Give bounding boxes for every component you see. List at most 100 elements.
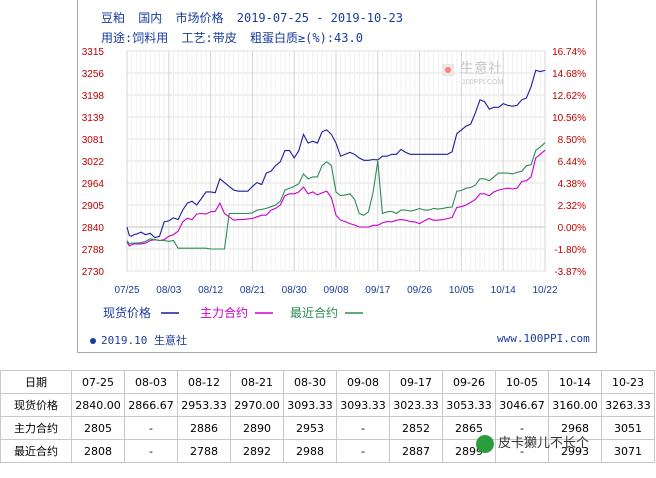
table-header-date: 09-26 bbox=[442, 370, 496, 394]
table-header-date: 09-17 bbox=[389, 370, 443, 394]
table-cell: 2852 bbox=[389, 416, 443, 440]
x-tick-label: 09/26 bbox=[407, 285, 432, 296]
y2-tick-label: -1.80% bbox=[554, 245, 586, 256]
footer-left-text: 2019.10 生意社 bbox=[101, 334, 187, 347]
y2-tick-label: 4.38% bbox=[558, 179, 586, 190]
series-line bbox=[126, 142, 546, 250]
y2-tick-label: 12.62% bbox=[552, 91, 586, 102]
table-header-date: 08-30 bbox=[283, 370, 337, 394]
y-tick-label: 3256 bbox=[82, 69, 105, 80]
y2-tick-label: 16.74% bbox=[552, 47, 586, 58]
table-cell: 3071 bbox=[601, 439, 655, 463]
y2-tick-label: 10.56% bbox=[552, 113, 586, 124]
table-cell: 2890 bbox=[230, 416, 284, 440]
table-cell: 3046.67 bbox=[495, 393, 549, 417]
legend-label: 最近合约 bbox=[290, 305, 338, 320]
table-header-row: 日期 07-25 08-03 08-12 08-21 08-30 09-08 09-17 09-… bbox=[0, 370, 655, 394]
y-tick-label: 2730 bbox=[82, 267, 105, 278]
table-cell: 2886 bbox=[177, 416, 231, 440]
kind-label: 市场价格 bbox=[175, 11, 224, 25]
table-cell: 2866.67 bbox=[124, 393, 178, 417]
table-cell: 2892 bbox=[230, 439, 284, 463]
table-cell: 2788 bbox=[177, 439, 231, 463]
table-cell: 3263.33 bbox=[601, 393, 655, 417]
table-cell: 2887 bbox=[389, 439, 443, 463]
table-cell: - bbox=[124, 439, 178, 463]
table-cell: 2988 bbox=[283, 439, 337, 463]
price-chart: 3315 16.74% 3256 14.68% 3198 12.62% 3139 10.56%… bbox=[82, 47, 586, 320]
row-label: 最近合约 bbox=[0, 439, 72, 463]
table-header-date: 10-23 bbox=[601, 370, 655, 394]
row-label: 主力合约 bbox=[0, 416, 72, 440]
table-cell: 2993 bbox=[548, 439, 602, 463]
x-tick-label: 10/22 bbox=[532, 285, 557, 296]
y2-tick-label: 14.68% bbox=[552, 69, 586, 80]
table-header-corner: 日期 bbox=[0, 370, 72, 394]
table-row: 现货价格 2840.00 2866.67 2953.33 2970.00 3093.33 3… bbox=[0, 393, 655, 417]
row-label: 现货价格 bbox=[0, 393, 72, 417]
footer-right[interactable]: www.100PPI.com bbox=[497, 332, 590, 345]
watermark: 皮卡獭儿不长个 bbox=[476, 432, 589, 453]
x-tick-label: 10/14 bbox=[491, 285, 516, 296]
region-label: 国内 bbox=[138, 11, 163, 25]
table-cell: 3093.33 bbox=[283, 393, 337, 417]
logo-subtext: 100PPI.COM bbox=[462, 79, 503, 86]
y-tick-label: 3022 bbox=[82, 157, 105, 168]
table-cell: - bbox=[336, 416, 390, 440]
series-line bbox=[126, 69, 546, 239]
x-tick-label: 08/21 bbox=[240, 285, 265, 296]
table-row: 主力合约 2805-2886 2890 2953-2852 2865-2968 3051 bbox=[0, 416, 655, 440]
table-cell: 3160.00 bbox=[548, 393, 602, 417]
price-table: 日期 07-25 08-03 08-12 08-21 08-30 09-08 09-17 09-… bbox=[0, 370, 655, 463]
x-tick-label: 07/25 bbox=[114, 285, 139, 296]
table-cell: 3093.33 bbox=[336, 393, 390, 417]
chart-subheader: 用途:饲料用 工艺:带皮 粗蛋白质≥(%):43.0 bbox=[101, 29, 369, 46]
y-tick-label: 2964 bbox=[82, 179, 105, 190]
table-header-date: 07-25 bbox=[71, 370, 125, 394]
logo-dot bbox=[445, 67, 451, 73]
table-body: 现货价格 2840.00 2866.67 2953.33 2970.00 3093.33 3… bbox=[0, 393, 655, 463]
table-cell: 2840.00 bbox=[71, 393, 125, 417]
footer-left: 2019.10 生意社 bbox=[90, 332, 187, 348]
table-cell: 2805 bbox=[71, 416, 125, 440]
table-header-date: 08-12 bbox=[177, 370, 231, 394]
product-name: 豆粕 bbox=[101, 11, 126, 25]
table-cell: 2953 bbox=[283, 416, 337, 440]
table-cell: - bbox=[336, 439, 390, 463]
table-cell: 3053.33 bbox=[442, 393, 496, 417]
process-label: 工艺:带皮 bbox=[181, 31, 237, 45]
table-cell: 2808 bbox=[71, 439, 125, 463]
wechat-icon bbox=[476, 434, 494, 453]
usage-label: 用途:饲料用 bbox=[101, 31, 169, 45]
table-cell: 3051 bbox=[601, 416, 655, 440]
y-tick-label: 2840 bbox=[82, 223, 105, 234]
y-tick-label: 3198 bbox=[82, 91, 105, 102]
y2-tick-label: -3.87% bbox=[554, 267, 586, 278]
table-header-date: 08-21 bbox=[230, 370, 284, 394]
legend-label: 主力合约 bbox=[200, 305, 248, 320]
x-tick-label: 09/17 bbox=[365, 285, 390, 296]
table-cell: 3023.33 bbox=[389, 393, 443, 417]
y-tick-label: 2905 bbox=[82, 201, 105, 212]
x-tick-label: 08/03 bbox=[156, 285, 181, 296]
protein-label: 粗蛋白质≥(%):43.0 bbox=[249, 31, 363, 45]
x-tick-label: 10/05 bbox=[449, 285, 474, 296]
watermark-text: 皮卡獭儿不长个 bbox=[498, 436, 590, 451]
table-cell: 2970.00 bbox=[230, 393, 284, 417]
table-cell: - bbox=[124, 416, 178, 440]
table-header-date: 08-03 bbox=[124, 370, 178, 394]
table-cell: - bbox=[495, 439, 549, 463]
y2-tick-label: 0.00% bbox=[558, 223, 586, 234]
y2-tick-label: 2.32% bbox=[558, 201, 586, 212]
x-tick-label: 09/08 bbox=[323, 285, 348, 296]
clock-icon bbox=[90, 338, 96, 344]
y-tick-label: 3081 bbox=[82, 135, 105, 146]
y-tick-label: 2788 bbox=[82, 245, 105, 256]
y-tick-label: 3139 bbox=[82, 113, 105, 124]
x-tick-label: 08/30 bbox=[282, 285, 307, 296]
logo: 生意社 100PPI.COM bbox=[442, 60, 503, 86]
series-line bbox=[126, 149, 546, 247]
legend-label: 现货价格 bbox=[103, 305, 151, 320]
table-cell: 2953.33 bbox=[177, 393, 231, 417]
date-range: 2019-07-25 - 2019-10-23 bbox=[236, 11, 403, 25]
